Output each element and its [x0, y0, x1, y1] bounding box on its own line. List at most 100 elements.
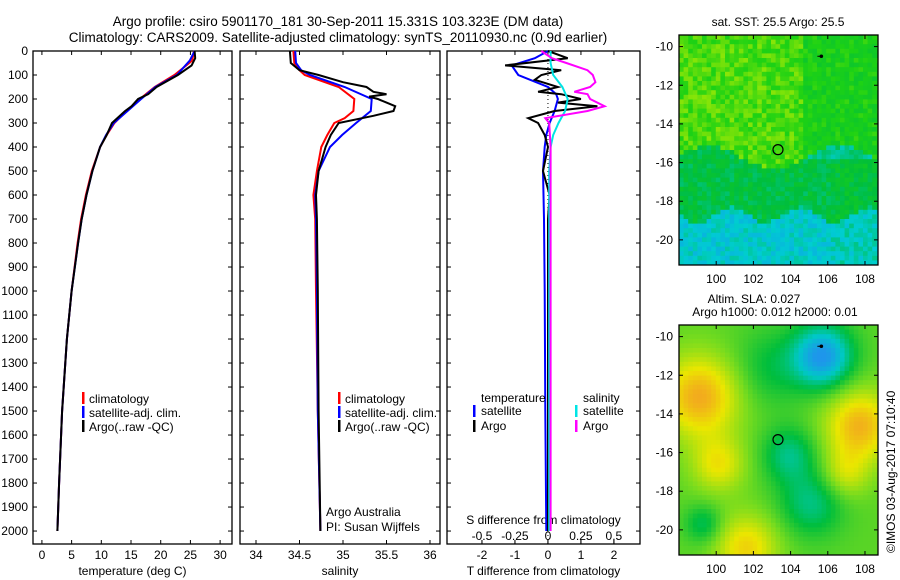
sst-map-title: sat. SST: 25.5 Argo: 25.5 [712, 15, 845, 29]
profile-panel-salinity: 34 34.5 35 35.5 36 salinity climatologysatelli… [239, 50, 441, 578]
lat-tick-label: -18 [656, 194, 674, 208]
legend-swatch [575, 420, 578, 432]
y-tick-label: 1300 [1, 356, 28, 370]
x-tick-label: 15 [124, 548, 138, 562]
map-frame [678, 34, 879, 266]
sst-map: 100 102 104 106 108 -10 -12 -14 -16 -18 -20 sat. SS… [656, 15, 879, 286]
x-tick-label: 5 [68, 548, 75, 562]
lon-tick-label: 102 [743, 272, 763, 286]
y-tick-label: 1200 [1, 332, 28, 346]
s-tick-label: -0.25 [501, 529, 529, 543]
lat-tick-label: -10 [656, 40, 674, 54]
lat-tick-label: -20 [656, 233, 674, 247]
y-tick-label: 0 [21, 44, 28, 58]
y-tick-label: 1000 [1, 284, 28, 298]
lat-tick-label: -16 [656, 156, 674, 170]
y-tick-label: 100 [8, 68, 28, 82]
legend-label: Argo(..raw -QC) [345, 420, 430, 434]
lon-tick-label: 106 [818, 272, 838, 286]
s-axis-label: S difference from climatology [466, 513, 621, 527]
x-tick-label: -1 [510, 548, 521, 562]
lat-tick-label: -16 [656, 446, 674, 460]
lon-tick-label: 108 [855, 272, 875, 286]
lat-tick-label: -12 [656, 368, 674, 382]
x-tick-label: 35 [336, 548, 350, 562]
plot-layer: 0100200300400500600700800900100011001200… [1, 15, 879, 578]
sla-map-subtitle: Argo h1000: 0.012 h2000: 0.01 [692, 305, 858, 319]
lon-tick-label: 108 [855, 562, 875, 576]
lon-tick-label: 104 [781, 562, 801, 576]
x-tick-label: 20 [154, 548, 168, 562]
x-tick-label: 36 [423, 548, 437, 562]
map-field [679, 325, 878, 555]
lon-tick-label: 106 [818, 562, 838, 576]
s-tick-label: -0.5 [472, 529, 493, 543]
attribution-line-1: Argo Australia [326, 505, 401, 519]
x-tick-label: 10 [95, 548, 109, 562]
profile-location-marker [772, 144, 784, 156]
profile-location-marker [772, 434, 784, 446]
series-line-argo-raw-qc- [56, 50, 197, 532]
x-tick-label: 2 [611, 548, 618, 562]
legend-swatch [82, 406, 85, 418]
legend-heading-salinity: salinity [583, 391, 620, 405]
s-tick-label: 0 [545, 529, 552, 543]
y-tick-label: 800 [8, 236, 28, 250]
plot-frame [446, 50, 641, 545]
legend-label: Argo [481, 419, 507, 433]
lon-tick-label: 100 [706, 272, 726, 286]
legend-swatch [82, 420, 85, 432]
map-frame [678, 324, 879, 556]
plot-frame [239, 50, 441, 545]
x-tick-label: 34 [249, 548, 263, 562]
lat-tick-label: -14 [656, 407, 674, 421]
y-tick-label: 400 [8, 140, 28, 154]
y-tick-label: 200 [8, 92, 28, 106]
y-tick-label: 600 [8, 188, 28, 202]
legend-swatch [338, 420, 341, 432]
legend-swatch [575, 405, 578, 417]
series-line-s-satellite [548, 51, 569, 531]
legend-swatch [82, 392, 85, 404]
sla-map: 100 102 104 106 108 -10 -12 -14 -16 -18 -20 Altim. … [656, 292, 879, 576]
y-tick-label: 1400 [1, 380, 28, 394]
y-tick-label: 1800 [1, 476, 28, 490]
legend-swatch [473, 405, 476, 417]
sla-map-title: Altim. SLA: 0.027 [708, 292, 801, 306]
legend-heading-temperature: temperature [481, 391, 546, 405]
y-tick-label: 1100 [2, 308, 28, 322]
legend-label: climatology [89, 392, 149, 406]
legend-label: climatology [345, 392, 405, 406]
plot-frame [32, 50, 233, 545]
lat-tick-label: -14 [656, 117, 674, 131]
legend-label: satellite-adj. clim. [345, 406, 437, 420]
title-line-1: Argo profile: csiro 5901170_181 30-Sep-2… [113, 14, 564, 29]
title-line-2: Climatology: CARS2009. Satellite-adjuste… [69, 30, 608, 45]
y-tick-label: 300 [8, 116, 28, 130]
series-line-argo-raw-qc- [288, 50, 397, 532]
x-tick-label: 0 [39, 548, 46, 562]
x-tick-label: 30 [213, 548, 227, 562]
lat-tick-label: -18 [656, 484, 674, 498]
x-axis-label: salinity [322, 564, 359, 578]
y-tick-label: 2000 [1, 524, 28, 538]
legend-swatch [473, 420, 476, 432]
map-field [679, 35, 878, 265]
lat-tick-label: -10 [656, 330, 674, 344]
x-tick-label: -2 [477, 548, 488, 562]
s-tick-label: 0.25 [569, 529, 593, 543]
x-tick-label: 0 [545, 548, 552, 562]
y-tick-label: 1600 [1, 428, 28, 442]
y-tick-label: 500 [8, 164, 28, 178]
x-axis-label: T difference from climatology [467, 564, 621, 578]
lon-tick-label: 102 [743, 562, 763, 576]
imos-credit: ©IMOS 03-Aug-2017 07:10:40 [884, 390, 898, 553]
x-axis-label: temperature (deg C) [78, 564, 186, 578]
lat-tick-label: -20 [656, 523, 674, 537]
x-tick-label: 1 [578, 548, 585, 562]
s-tick-label: 0.5 [606, 529, 623, 543]
profile-panel-differences: -2 -1 0 1 2 T difference from climatology S di… [446, 50, 641, 578]
y-tick-label: 1500 [1, 404, 28, 418]
legend-label: satellite [481, 404, 522, 418]
